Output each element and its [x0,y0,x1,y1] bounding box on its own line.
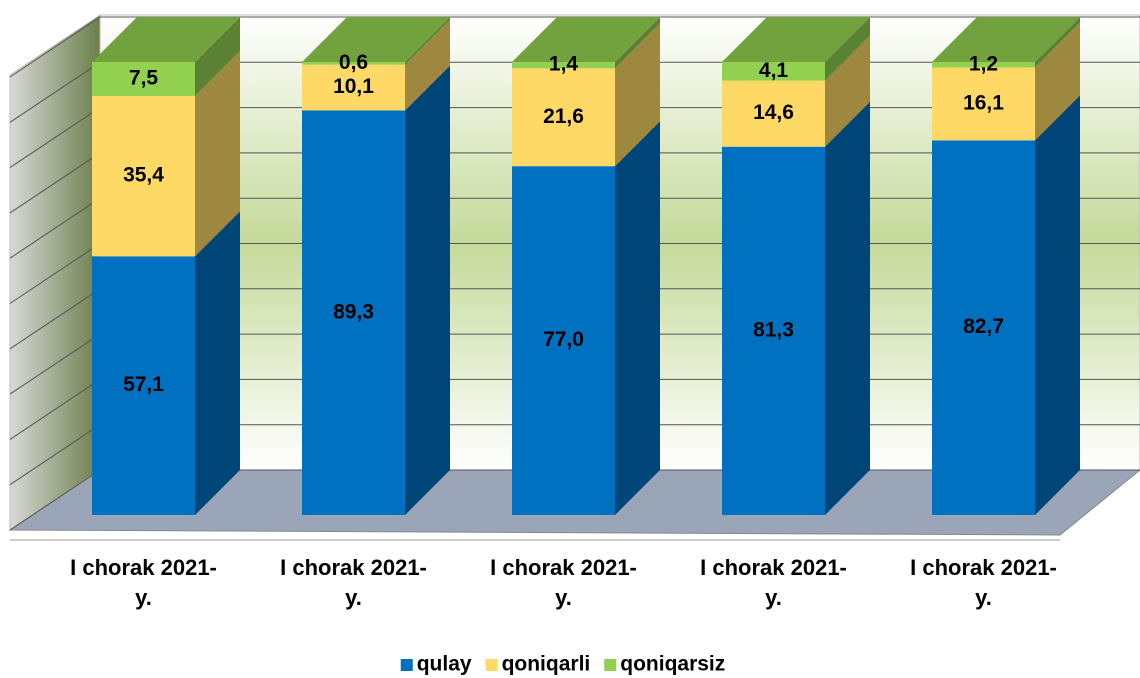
bar-segment [302,62,405,65]
data-label: 21,6 [543,105,584,128]
bar-segment [722,146,825,515]
data-label: 14,6 [753,101,794,124]
data-label: 10,1 [333,75,374,98]
bar-segment [932,67,1035,141]
grid-line [9,288,101,350]
bar-side [615,17,660,69]
grid-line [9,197,101,259]
x-tick-label: I chorak 2021- y. [490,555,637,610]
bar-segment [302,64,405,111]
bar-top [92,17,240,62]
bar-side [1035,95,1080,515]
bar-segment [512,68,615,167]
bar-side [405,19,450,111]
bar-segment [932,62,1035,68]
bar-segment [932,140,1035,515]
legend-label: qoniqarli [502,653,591,676]
data-label: 1,4 [549,53,579,76]
bar-side [405,17,450,65]
bar-top [512,17,660,62]
bar-top [722,17,870,62]
data-label: 1,2 [969,52,998,75]
bar-segment [512,166,615,515]
legend-swatch [604,659,617,671]
grid-line [9,107,101,169]
bar-segment [92,95,195,257]
data-label: 35,4 [123,164,164,187]
grid-line [9,333,101,395]
data-label: 0,6 [339,51,368,74]
bar-segment [512,62,615,69]
grid-line [9,243,101,304]
legend-swatch [485,659,498,671]
bar-segment [302,110,405,515]
data-label: 57,1 [123,373,164,396]
data-label: 7,5 [129,67,159,90]
legend-label: qoniqarsiz [620,653,725,676]
bar-side [195,211,240,515]
bar-side [405,65,450,515]
bar-side [615,23,660,167]
data-label: 4,1 [759,59,789,82]
bar-side [825,17,870,81]
data-label: 89,3 [333,300,374,323]
x-tick-label: I chorak 2021- y. [700,555,847,610]
grid-line [9,424,101,486]
legend-swatch [400,659,413,671]
grid-line [9,16,101,78]
x-tick-label: I chorak 2021- y. [280,555,427,610]
bar-side [825,35,870,147]
grid-line [9,378,101,440]
data-label: 16,1 [963,91,1004,114]
data-label: 81,3 [753,318,794,341]
grid-line [9,152,101,214]
bar-side [825,101,870,515]
bar-segment [92,256,195,515]
bar-side [195,50,240,257]
bar-segment [722,62,825,81]
bar-top [302,17,450,62]
bar-side [1035,17,1080,68]
data-label: 77,0 [543,328,584,351]
data-label: 82,7 [963,315,1004,338]
bar-side [615,121,660,515]
grid-line [9,61,101,123]
x-tick-label: I chorak 2021- y. [910,555,1057,610]
bar-side [1035,22,1080,141]
grid-line [9,469,101,531]
x-tick-label: I chorak 2021- y. [70,555,217,610]
bar-segment [722,80,825,147]
bar-side [195,17,240,96]
bar-segment [92,62,195,96]
legend-label: qulay [417,653,472,676]
bar-top [932,17,1080,62]
